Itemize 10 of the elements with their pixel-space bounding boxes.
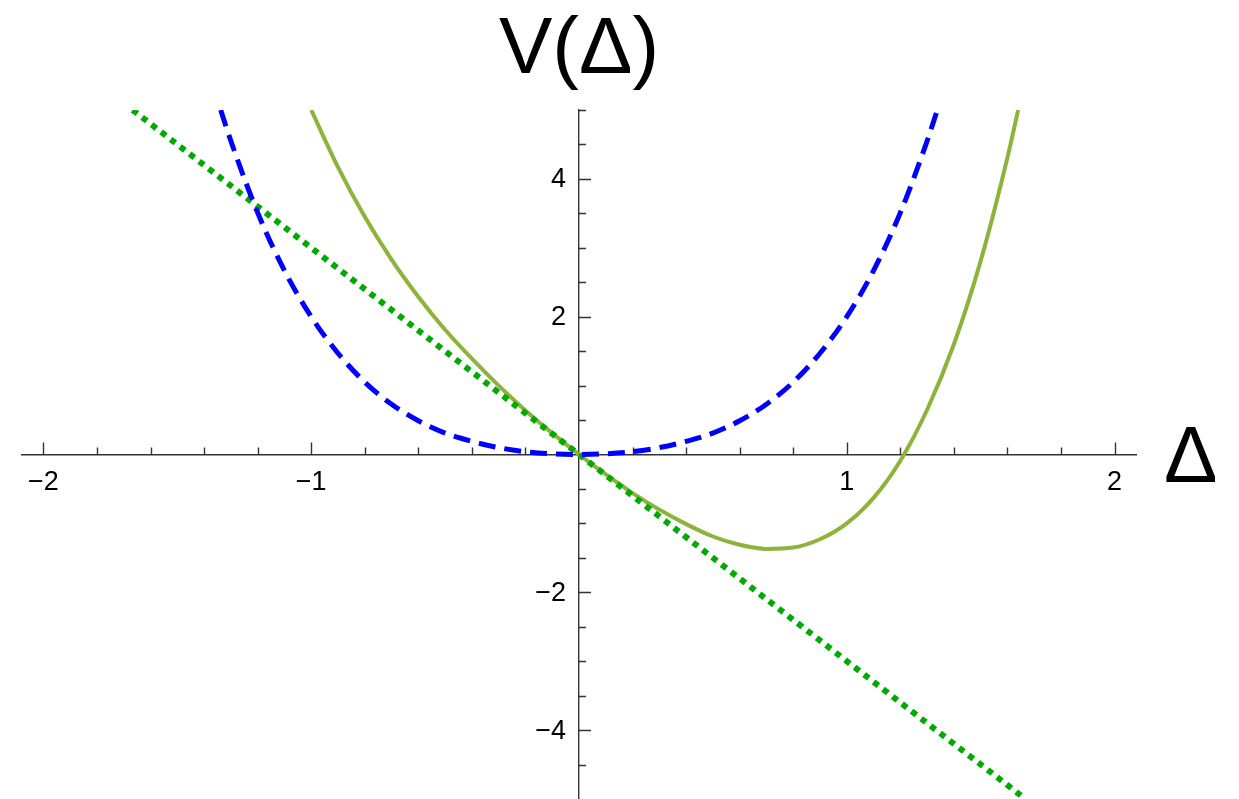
- x-tick-label: 2: [1107, 466, 1123, 497]
- y-axis-title: V(Δ): [498, 1, 660, 90]
- x-axis-title: Δ: [1164, 409, 1218, 499]
- x-tick-label: −2: [28, 466, 59, 497]
- x-tick-label: −1: [295, 466, 327, 497]
- y-tick-label: −2: [535, 576, 566, 607]
- y-tick-label: 2: [550, 301, 566, 332]
- x-tick-label: 1: [839, 466, 855, 497]
- y-tick-label: 4: [550, 163, 566, 194]
- y-tick-label: −4: [535, 714, 566, 745]
